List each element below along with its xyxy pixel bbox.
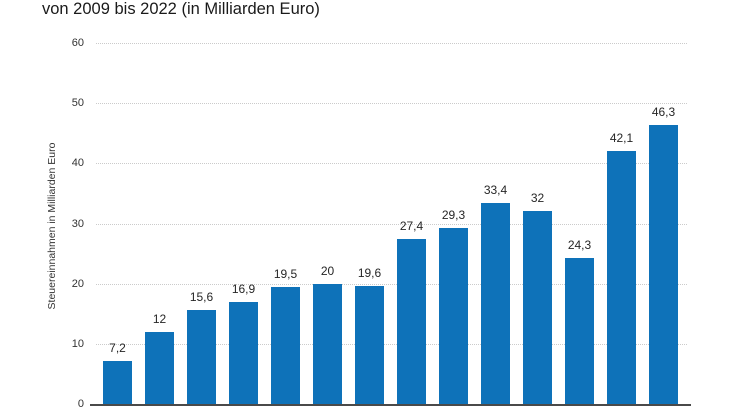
bar-value-label: 15,6	[189, 290, 214, 305]
bar-value-label: 24,3	[567, 237, 592, 252]
bar-value-label: 19,6	[357, 266, 382, 281]
bar-2012[interactable]	[229, 302, 258, 404]
bar-2009[interactable]	[103, 360, 132, 404]
y-tick-label: 20	[71, 277, 84, 290]
gridline	[96, 163, 687, 165]
y-axis-ticks: 0 10 20 30 40 50 60	[0, 0, 84, 412]
y-tick-label: 50	[71, 97, 84, 110]
bar-value-label: 42,1	[609, 130, 634, 145]
bar-2017[interactable]	[439, 227, 468, 404]
bar-2016[interactable]	[397, 239, 426, 404]
bar-value-label: 16,9	[231, 282, 256, 297]
bar-value-label: 7,2	[109, 340, 126, 355]
gridline	[96, 283, 687, 285]
bar-2021[interactable]	[607, 150, 636, 404]
bar-value-label: 29,3	[441, 207, 466, 222]
y-tick-label: 0	[77, 398, 84, 410]
bar-value-label: 19,5	[273, 266, 298, 281]
bar-value-label: 32	[530, 191, 545, 206]
gridline	[96, 43, 687, 44]
bar-2018[interactable]	[481, 203, 510, 404]
x-axis-line	[90, 404, 691, 406]
bar-value-label: 33,4	[483, 183, 508, 198]
bar-2020[interactable]	[565, 257, 594, 404]
bar-2011[interactable]	[187, 310, 216, 404]
bar-value-label: 12	[152, 311, 167, 326]
plot-area: 7,2 12 15,6 16,9 19,5 20 19,6 27,4 29,3 33,4 32 24,…	[90, 43, 691, 406]
y-tick-label: 30	[71, 217, 84, 230]
bar-value-label: 20	[320, 263, 335, 278]
bar-2015[interactable]	[355, 286, 384, 404]
gridline	[96, 103, 687, 105]
gridline	[96, 343, 687, 345]
bar-value-label: 27,4	[399, 219, 424, 234]
bar-2019[interactable]	[523, 211, 552, 404]
y-tick-label: 10	[71, 337, 84, 350]
bar-2013[interactable]	[271, 286, 300, 404]
bar-value-label: 46,3	[651, 105, 676, 120]
gridline	[96, 223, 687, 225]
bar-2014[interactable]	[313, 283, 342, 404]
y-tick-label: 40	[71, 157, 84, 170]
bar-2022[interactable]	[649, 125, 678, 404]
bar-2010[interactable]	[145, 331, 174, 404]
y-tick-label: 60	[71, 37, 84, 49]
chart-title: von 2009 bis 2022 (in Milliarden Euro)	[42, 0, 320, 18]
